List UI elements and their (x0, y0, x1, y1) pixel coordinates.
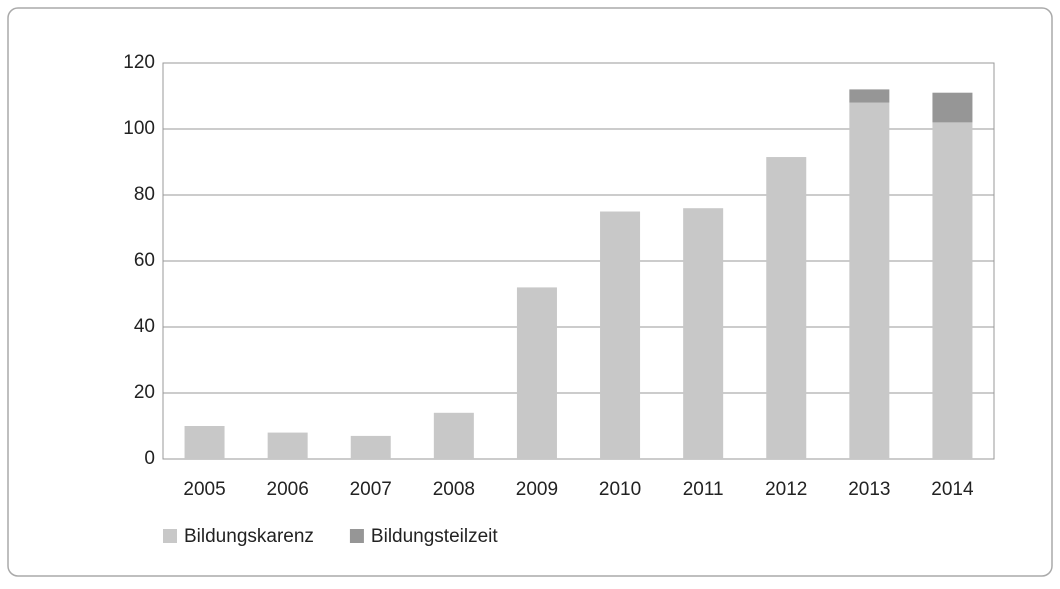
bar-segment (600, 211, 641, 459)
x-tick-label: 2008 (433, 479, 475, 500)
bar-segment (849, 102, 890, 459)
bar-segment (849, 89, 890, 103)
x-tick-label: 2006 (267, 479, 309, 500)
bar-segment (350, 435, 391, 459)
bar-segment (932, 92, 973, 123)
y-tick-label: 120 (123, 52, 155, 73)
legend-label: Bildungsteilzeit (371, 526, 498, 547)
x-tick-label: 2012 (765, 479, 807, 500)
y-tick-label: 60 (134, 250, 155, 271)
bar-segment (516, 287, 557, 459)
x-tick-label: 2010 (599, 479, 641, 500)
y-tick-label: 100 (123, 118, 155, 139)
bar-segment (433, 412, 474, 459)
bar-segment (932, 122, 973, 460)
legend-label: Bildungskarenz (184, 526, 314, 547)
y-tick-label: 80 (134, 184, 155, 205)
x-tick-label: 2005 (183, 479, 225, 500)
y-tick-label: 20 (134, 382, 155, 403)
plot-border (162, 62, 995, 460)
bar-segment (683, 208, 724, 459)
x-tick-label: 2013 (848, 479, 890, 500)
legend-swatch (163, 529, 177, 543)
x-tick-label: 2011 (683, 479, 724, 500)
y-tick-label: 0 (144, 448, 155, 469)
y-tick-label: 40 (134, 316, 155, 337)
bar-segment (766, 157, 807, 460)
x-tick-label: 2014 (931, 479, 974, 500)
x-tick-label: 2009 (516, 479, 558, 500)
bar-segment (184, 426, 225, 459)
x-tick-label: 2007 (350, 479, 392, 500)
bar-segment (267, 432, 308, 459)
legend-swatch (349, 529, 364, 543)
